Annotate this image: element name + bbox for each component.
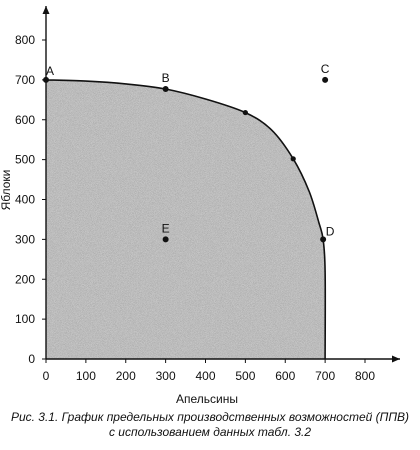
point-a-marker [43, 76, 49, 83]
curve-point-marker [242, 109, 248, 116]
ppf-shaded-area [46, 79, 326, 360]
y-tick-label: 500 [15, 153, 35, 167]
y-tick-label: 400 [15, 193, 35, 207]
point-b-marker [162, 86, 169, 93]
axis-labels: Яблоки Апельсины [0, 170, 238, 406]
point-c-marker [322, 76, 329, 83]
x-tick-label: 600 [275, 369, 295, 383]
y-tick-label: 600 [15, 113, 35, 127]
x-axis-label: Апельсины [176, 392, 238, 405]
curve-point-marker [290, 156, 296, 162]
y-axis-label: Яблоки [0, 170, 13, 211]
x-tick-label: 800 [355, 369, 375, 383]
point-d-marker [320, 236, 327, 243]
x-tick-label: 700 [315, 369, 335, 383]
x-tick-label: 500 [235, 369, 255, 383]
y-axis-arrow [42, 6, 50, 14]
y-tick-label: 200 [15, 272, 35, 286]
x-tick-label: 200 [116, 369, 136, 383]
x-tick-label: 0 [43, 369, 50, 383]
point-b-label: B [162, 71, 170, 85]
point-e-label: E [162, 221, 170, 235]
labeled-points: A B C D E [43, 62, 335, 243]
y-tick-label: 700 [15, 73, 35, 87]
x-tick-label: 300 [156, 369, 176, 383]
chart-svg: 0 100 200 300 400 500 600 700 800 0 100 200 300 400 50… [0, 6, 400, 406]
point-a-label: A [46, 64, 54, 78]
y-tick-label: 300 [15, 232, 35, 246]
figure-caption-line-1: Рис. 3.1. График предельных производстве… [10, 410, 410, 424]
x-tick-label: 100 [76, 369, 96, 383]
axes: 0 100 200 300 400 500 600 700 800 0 100 200 300 400 50… [15, 6, 400, 383]
y-tick-label: 0 [28, 352, 35, 366]
point-c-label: C [321, 62, 330, 76]
y-tick-label: 100 [15, 312, 35, 326]
x-axis-arrow [392, 355, 400, 363]
y-tick-label: 800 [15, 33, 35, 47]
point-d-label: D [326, 224, 335, 238]
figure-caption-line-2: с использованием данных табл. 3.2 [108, 425, 312, 439]
shaded-feasible-region [46, 79, 326, 360]
x-tick-label: 400 [195, 369, 215, 383]
ppf-chart: 0 100 200 300 400 500 600 700 800 0 100 200 300 400 50… [0, 6, 400, 406]
point-e-marker [162, 236, 169, 243]
